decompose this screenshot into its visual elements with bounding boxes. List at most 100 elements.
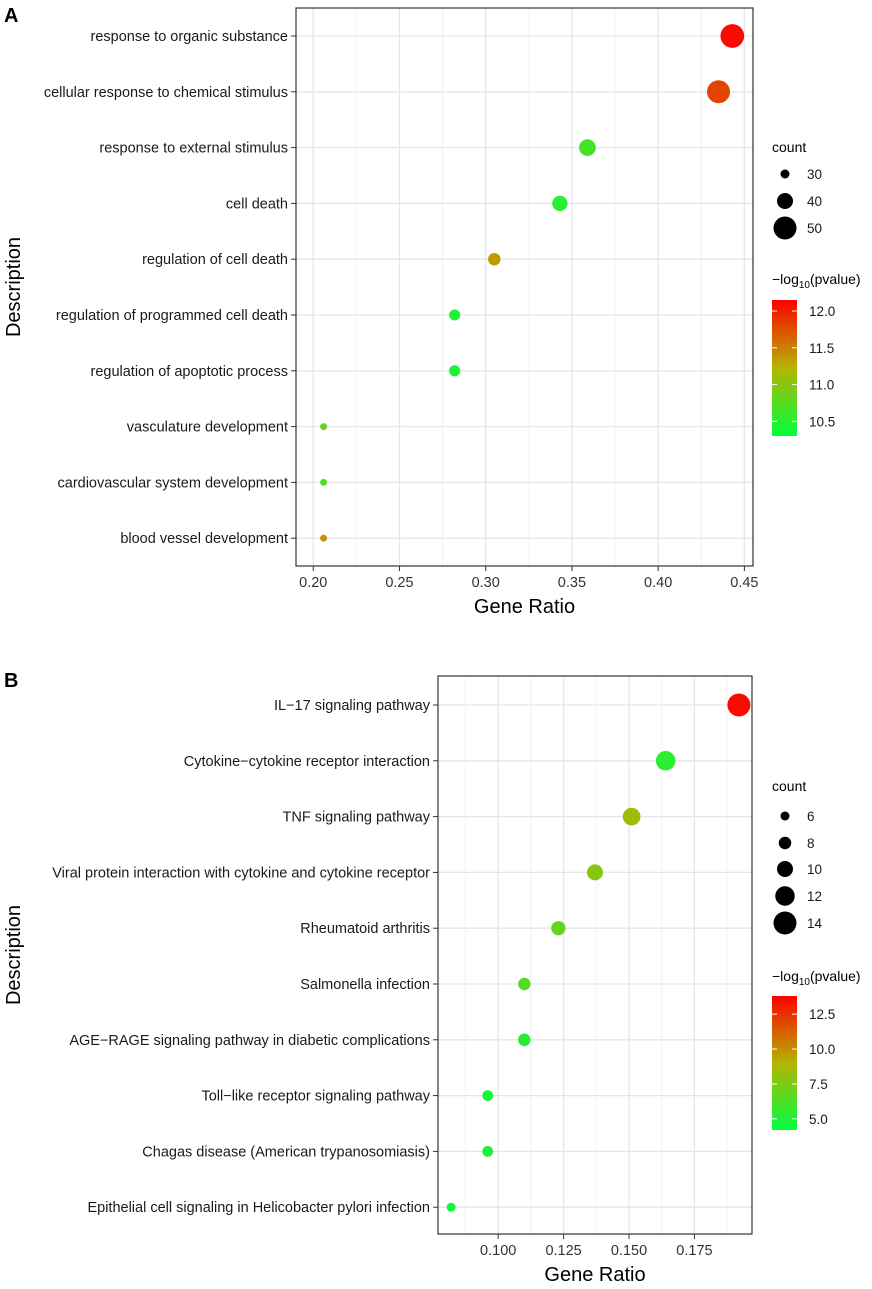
category-label: AGE−RAGE signaling pathway in diabetic c… xyxy=(69,1033,430,1049)
size-legend-dot xyxy=(775,886,795,906)
x-tick-label: 0.100 xyxy=(480,1243,516,1259)
color-bar-label: 7.5 xyxy=(809,1077,828,1092)
plot-border xyxy=(437,675,753,1235)
size-legend-label: 6 xyxy=(807,809,815,824)
color-legend-title: −log10(pvalue) xyxy=(772,968,861,988)
color-legend-title-main: −log xyxy=(772,271,799,287)
category-label: Salmonella infection xyxy=(300,977,430,993)
size-legend-label: 12 xyxy=(807,889,822,904)
y-axis-title: Description xyxy=(3,237,25,337)
y-axis-title: Description xyxy=(3,905,25,1005)
category-label: cardiovascular system development xyxy=(58,475,289,491)
x-tick-label: 0.175 xyxy=(676,1243,712,1259)
color-bar-label: 12.0 xyxy=(809,304,835,319)
data-point xyxy=(482,1090,494,1101)
size-legend-dot xyxy=(780,169,790,179)
category-label: response to organic substance xyxy=(91,29,289,45)
category-label: cell death xyxy=(226,196,288,212)
color-bar-label: 5.0 xyxy=(809,1112,828,1127)
color-bar-label: 10.5 xyxy=(809,414,835,429)
panel-letter: A xyxy=(4,5,18,27)
color-bar xyxy=(772,996,797,1130)
data-point xyxy=(449,309,461,321)
size-legend-label: 10 xyxy=(807,862,822,877)
category-label: Viral protein interaction with cytokine … xyxy=(52,865,430,881)
data-point xyxy=(320,423,328,431)
x-tick-label: 0.20 xyxy=(299,575,327,591)
size-legend-label: 50 xyxy=(807,221,822,236)
color-bar-label: 10.0 xyxy=(809,1042,835,1057)
size-legend-dot xyxy=(773,216,797,240)
x-tick-label: 0.25 xyxy=(385,575,413,591)
category-label: cellular response to chemical stimulus xyxy=(44,85,288,101)
category-label: Cytokine−cytokine receptor interaction xyxy=(184,754,430,770)
plot-background xyxy=(296,8,753,566)
size-legend-title: count xyxy=(772,139,806,155)
x-axis-title: Gene Ratio xyxy=(474,596,575,618)
data-point xyxy=(518,1033,531,1047)
color-legend-title-end: (pvalue) xyxy=(810,968,861,984)
data-point xyxy=(655,751,676,771)
data-point xyxy=(622,807,641,826)
category-label: regulation of programmed cell death xyxy=(56,308,288,324)
category-label: Toll−like receptor signaling pathway xyxy=(201,1089,430,1105)
data-point xyxy=(579,139,596,156)
data-point xyxy=(482,1146,494,1157)
data-point xyxy=(727,693,751,717)
size-legend-dot xyxy=(778,836,792,850)
category-label: response to external stimulus xyxy=(99,141,288,157)
color-bar-label: 11.5 xyxy=(809,341,834,356)
color-bar xyxy=(772,300,797,436)
color-legend-title: −log10(pvalue) xyxy=(772,271,861,291)
category-label: IL−17 signaling pathway xyxy=(274,698,431,714)
x-tick-label: 0.125 xyxy=(545,1243,581,1259)
category-label: Epithelial cell signaling in Helicobacte… xyxy=(87,1200,430,1216)
size-legend-dot xyxy=(780,811,790,821)
size-legend-label: 40 xyxy=(807,194,822,209)
size-legend-label: 8 xyxy=(807,836,815,851)
data-point xyxy=(320,534,328,542)
data-point xyxy=(587,864,603,881)
color-bar-label: 12.5 xyxy=(809,1007,835,1022)
category-label: regulation of apoptotic process xyxy=(91,364,289,380)
x-tick-label: 0.35 xyxy=(558,575,586,591)
category-label: vasculature development xyxy=(127,420,288,436)
size-legend-label: 30 xyxy=(807,167,822,182)
x-tick-label: 0.45 xyxy=(730,575,758,591)
data-point xyxy=(518,977,531,991)
color-legend-title-main: −log xyxy=(772,968,799,984)
data-point xyxy=(449,365,461,377)
data-point xyxy=(720,24,745,48)
category-label: TNF signaling pathway xyxy=(283,810,431,826)
category-label: regulation of cell death xyxy=(142,252,288,268)
size-legend-dot xyxy=(777,861,793,877)
data-point xyxy=(707,80,731,104)
x-tick-label: 0.30 xyxy=(472,575,500,591)
plot-border xyxy=(295,7,754,567)
color-legend-title-sub: 10 xyxy=(799,977,811,988)
data-point xyxy=(320,478,328,486)
color-bar-label: 11.0 xyxy=(809,378,834,393)
data-point xyxy=(552,195,568,212)
x-tick-label: 0.150 xyxy=(611,1243,647,1259)
size-legend-dot xyxy=(773,911,797,935)
panel-b: B IL−17 signaling pathway Cytokine−cytokin… xyxy=(3,670,861,1286)
category-label: Chagas disease (American trypanosomiasis… xyxy=(142,1144,430,1160)
category-label: blood vessel development xyxy=(120,531,288,547)
size-legend-title: count xyxy=(772,778,806,794)
x-axis-title: Gene Ratio xyxy=(544,1264,645,1284)
data-point xyxy=(446,1202,456,1212)
color-legend-title-sub: 10 xyxy=(799,280,811,291)
color-legend-title-end: (pvalue) xyxy=(810,271,861,287)
category-label: Rheumatoid arthritis xyxy=(300,921,430,937)
size-legend-label: 14 xyxy=(807,916,823,931)
data-point xyxy=(488,252,501,266)
data-point xyxy=(551,921,566,936)
plot-background xyxy=(438,676,752,1234)
panel-letter: B xyxy=(4,670,18,692)
x-tick-label: 0.40 xyxy=(644,575,672,591)
size-legend-dot xyxy=(777,193,793,209)
